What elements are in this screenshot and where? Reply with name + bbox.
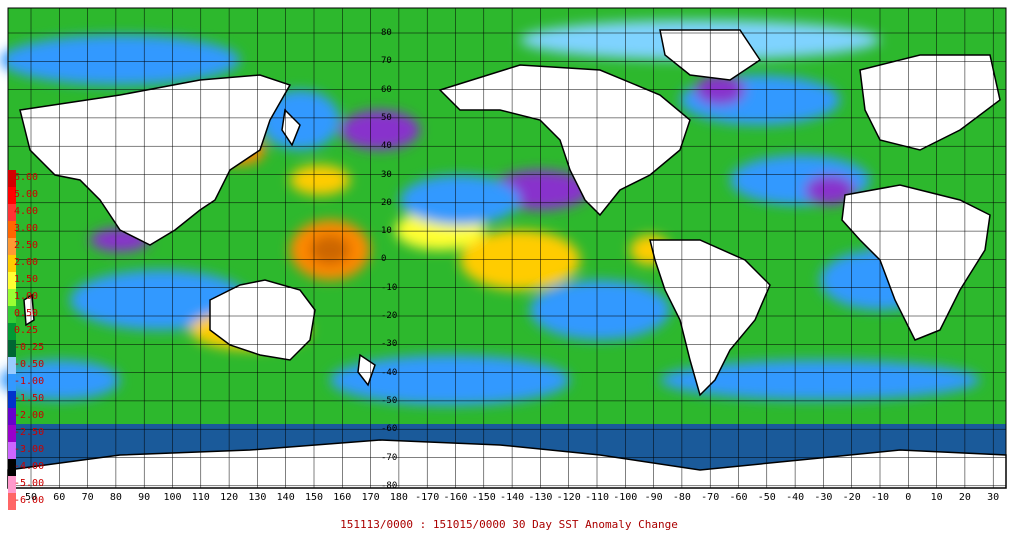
longitude-label: 60 bbox=[53, 492, 66, 503]
legend-label: -0.25 bbox=[14, 342, 45, 353]
map-caption: 151113/0000 : 151015/0000 30 Day SST Ano… bbox=[340, 518, 678, 531]
legend-label: 2.50 bbox=[14, 240, 39, 251]
legend-label: -4.00 bbox=[14, 461, 45, 472]
legend-label: 3.00 bbox=[14, 223, 39, 234]
longitude-label: 90 bbox=[138, 492, 151, 503]
longitude-label: -110 bbox=[584, 492, 610, 503]
longitude-label: 160 bbox=[333, 492, 352, 503]
legend-label: -0.50 bbox=[14, 359, 45, 370]
legend-label: -3.00 bbox=[14, 444, 45, 455]
legend-label: 1.00 bbox=[14, 291, 39, 302]
longitude-label: -130 bbox=[528, 492, 553, 503]
legend-swatch bbox=[8, 476, 16, 493]
longitude-label: 50 bbox=[24, 492, 38, 503]
latitude-label: 20 bbox=[381, 197, 392, 208]
longitude-label: 180 bbox=[389, 492, 408, 503]
longitude-label: -90 bbox=[644, 492, 663, 503]
longitude-label: 140 bbox=[276, 492, 295, 503]
legend-label: -5.00 bbox=[14, 478, 45, 489]
longitude-label: 100 bbox=[163, 492, 182, 503]
latitude-label: -60 bbox=[381, 424, 398, 435]
legend-label: -2.00 bbox=[14, 410, 45, 421]
latitude-label: -30 bbox=[381, 339, 398, 350]
longitude-label: -80 bbox=[672, 492, 691, 503]
legend-swatch bbox=[8, 204, 16, 221]
longitude-label: 110 bbox=[191, 492, 210, 503]
legend-swatch bbox=[8, 221, 16, 238]
legend-swatch bbox=[8, 340, 16, 357]
latitude-label: 40 bbox=[381, 141, 392, 152]
latitude-label: 10 bbox=[381, 226, 392, 237]
legend-swatch bbox=[8, 306, 16, 323]
legend-swatch bbox=[8, 374, 16, 391]
longitude-label: 170 bbox=[361, 492, 380, 503]
latitude-label: -70 bbox=[381, 452, 398, 463]
legend-swatch bbox=[8, 187, 16, 204]
longitude-label: -150 bbox=[471, 492, 496, 503]
longitude-label: 30 bbox=[987, 492, 1000, 503]
longitude-label: -40 bbox=[786, 492, 805, 503]
legend-label: -2.50 bbox=[14, 427, 45, 438]
latitude-label: -10 bbox=[381, 282, 398, 293]
latitude-label: 60 bbox=[381, 84, 392, 95]
latitude-label: 30 bbox=[381, 169, 392, 180]
latitude-label: -20 bbox=[381, 311, 398, 321]
longitude-label: -70 bbox=[701, 492, 720, 503]
longitude-label: 0 bbox=[905, 492, 912, 503]
legend-label: 1.50 bbox=[14, 274, 39, 285]
latitude-label: 0 bbox=[381, 254, 387, 265]
legend-swatch bbox=[8, 255, 16, 272]
longitude-label: -60 bbox=[729, 492, 748, 503]
longitude-label: -10 bbox=[870, 492, 890, 503]
legend-label: -1.00 bbox=[14, 376, 45, 387]
longitude-label: 80 bbox=[109, 492, 122, 503]
longitude-label: 150 bbox=[304, 492, 324, 503]
legend-label: 4.00 bbox=[14, 206, 39, 217]
legend-label: -6.00 bbox=[14, 495, 45, 506]
latitude-label: -80 bbox=[381, 480, 398, 491]
longitude-label: 130 bbox=[248, 492, 267, 503]
legend-swatch bbox=[8, 493, 16, 510]
legend-swatch bbox=[8, 238, 16, 255]
legend-swatch bbox=[8, 272, 16, 289]
legend-label: 0.50 bbox=[14, 308, 39, 319]
legend-swatch bbox=[8, 289, 16, 306]
legend-label: 0.25 bbox=[14, 325, 39, 336]
longitude-label: -170 bbox=[415, 492, 440, 503]
legend-label: 2.00 bbox=[14, 257, 39, 268]
latitude-label: -40 bbox=[381, 367, 398, 378]
longitude-label: -20 bbox=[842, 492, 861, 503]
longitude-label: -100 bbox=[613, 492, 638, 503]
longitude-label: -140 bbox=[500, 492, 525, 503]
latitude-label: 70 bbox=[381, 56, 392, 67]
longitude-label: -30 bbox=[814, 492, 833, 503]
legend-swatch bbox=[8, 323, 16, 340]
legend-label: 5.00 bbox=[14, 189, 39, 200]
legend-swatch bbox=[8, 391, 16, 408]
lat-lon-grid bbox=[8, 8, 1006, 488]
legend-swatch bbox=[8, 442, 16, 459]
longitude-label: -50 bbox=[757, 492, 776, 503]
latitude-label: -50 bbox=[381, 395, 398, 406]
legend-swatch bbox=[8, 170, 16, 187]
legend-swatch bbox=[8, 357, 16, 374]
latitude-label: 80 bbox=[381, 28, 392, 38]
legend-label: -1.50 bbox=[14, 393, 45, 404]
longitude-label: 120 bbox=[220, 492, 239, 503]
longitude-label: -120 bbox=[556, 492, 581, 503]
legend-label: 6.00 bbox=[14, 172, 39, 183]
longitude-label: 20 bbox=[958, 492, 971, 503]
legend-swatch bbox=[8, 459, 16, 476]
longitude-label: -160 bbox=[443, 492, 468, 503]
longitude-label: 10 bbox=[930, 492, 943, 503]
legend-swatch bbox=[8, 408, 16, 425]
longitude-label: 70 bbox=[81, 492, 94, 503]
latitude-label: 50 bbox=[381, 112, 392, 123]
legend-swatch bbox=[8, 425, 16, 442]
